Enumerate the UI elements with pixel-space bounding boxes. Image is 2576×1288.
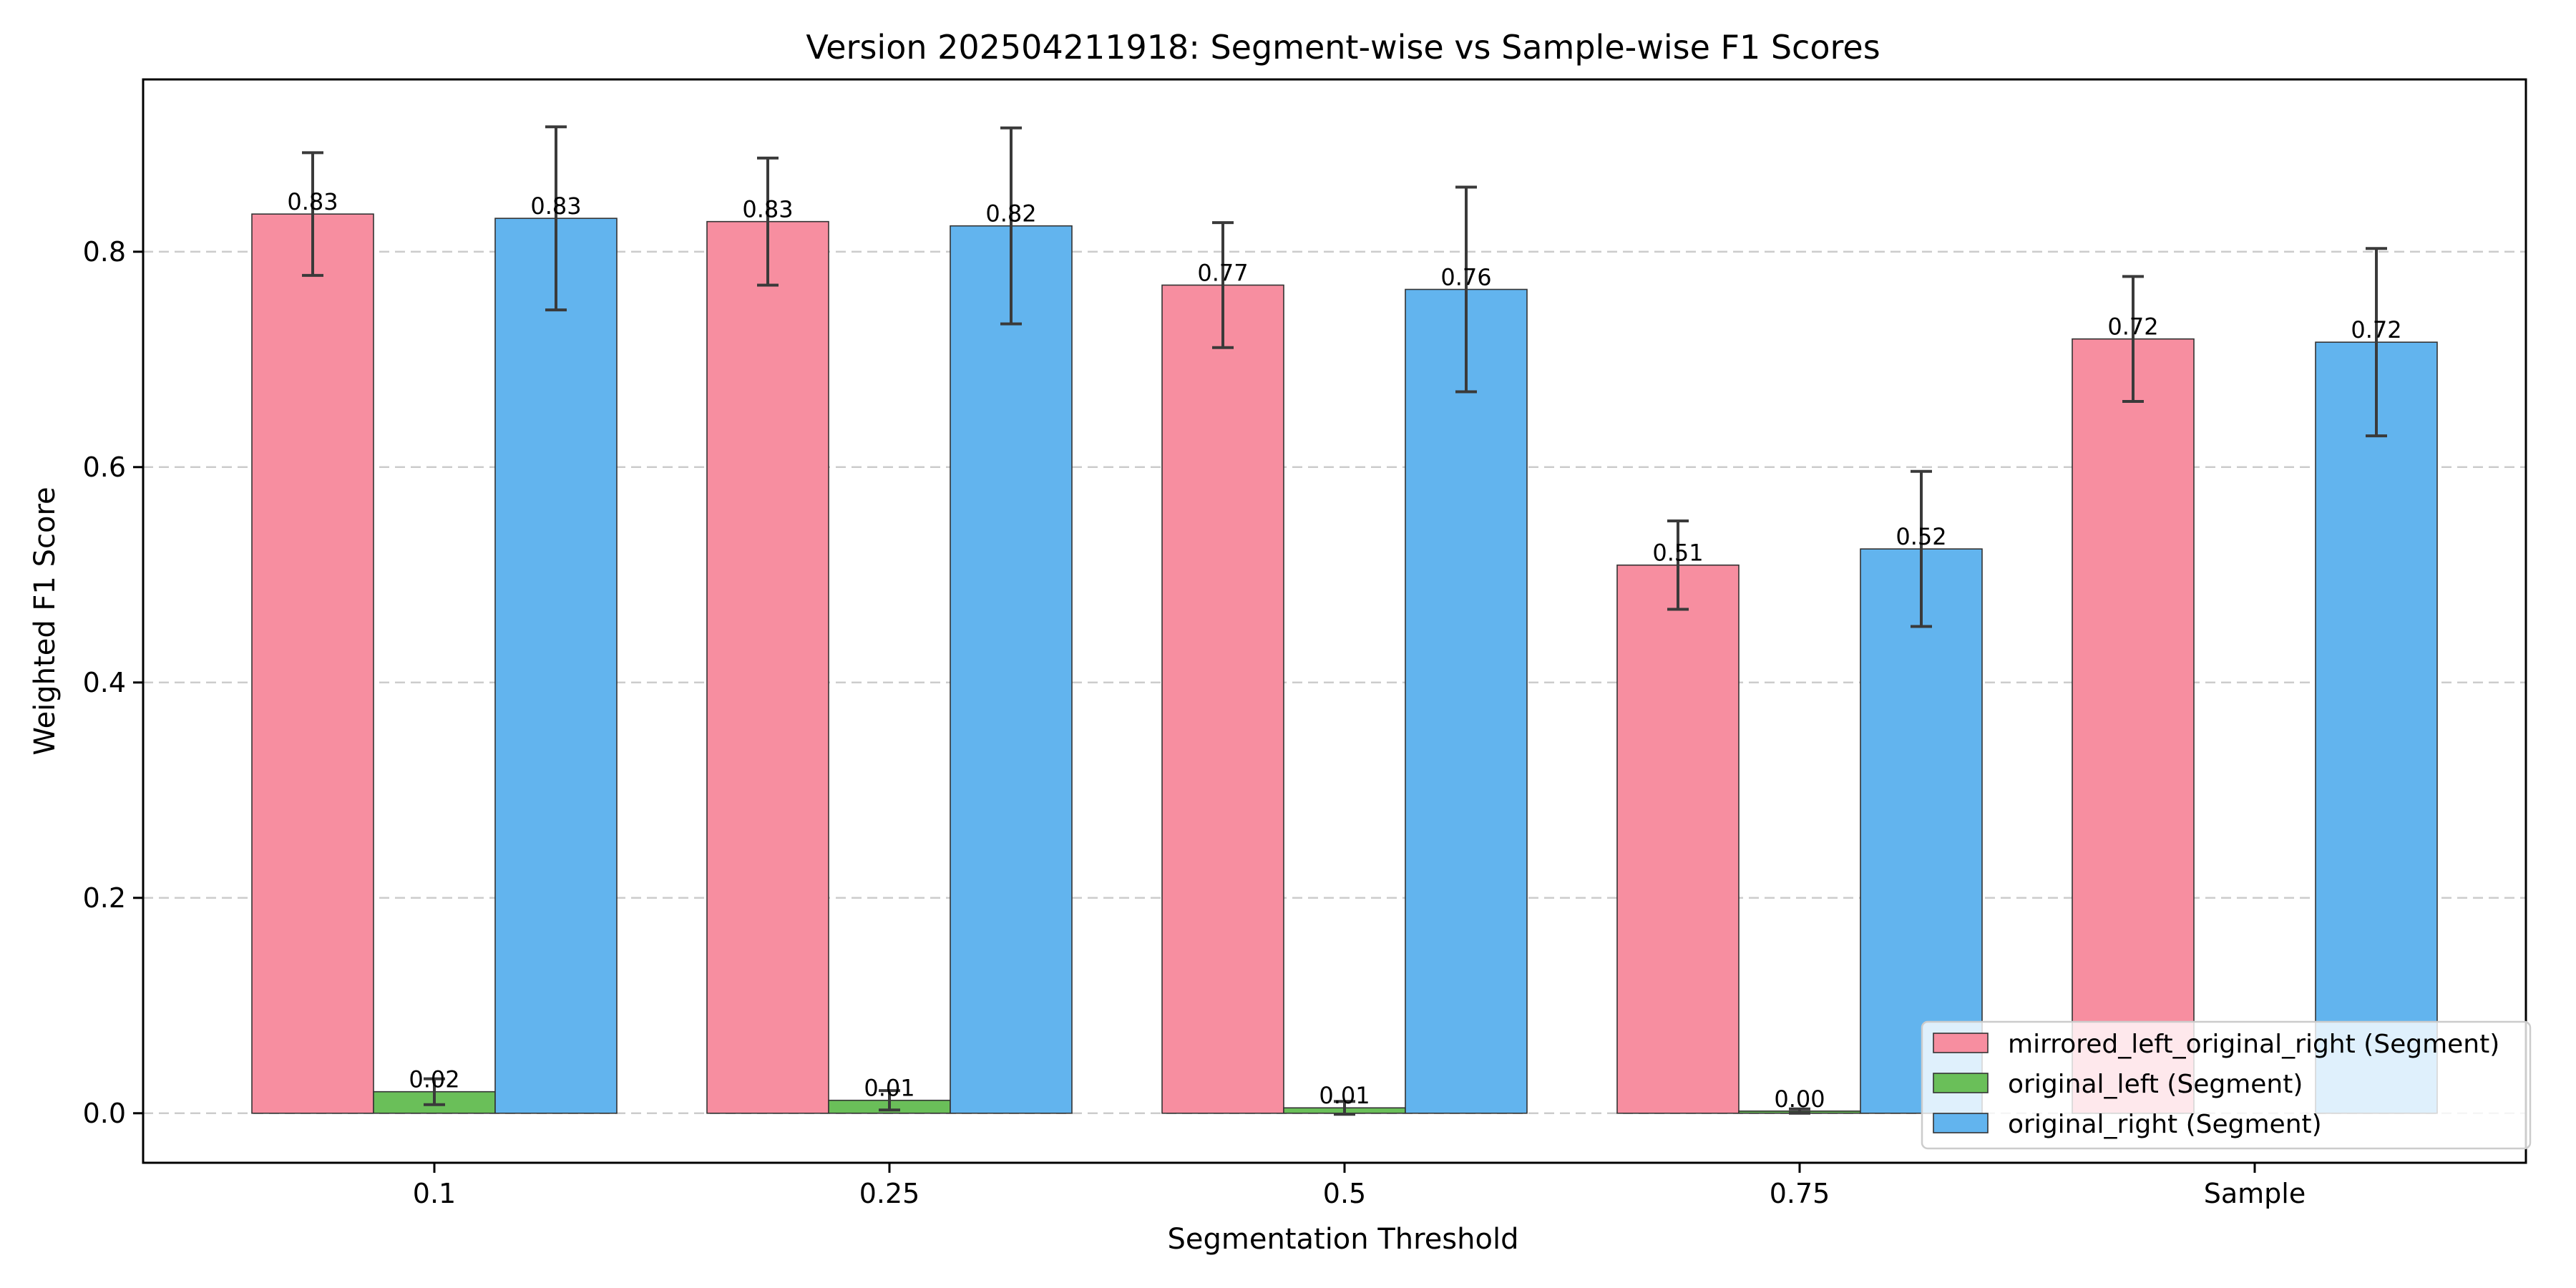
value-label: 0.72 bbox=[2107, 313, 2158, 341]
bar bbox=[1161, 284, 1284, 1114]
bar bbox=[2315, 341, 2438, 1114]
bar bbox=[1405, 288, 1528, 1114]
bar bbox=[706, 220, 829, 1114]
legend-swatch bbox=[1933, 1073, 1989, 1093]
bar bbox=[950, 225, 1073, 1114]
value-label: 0.77 bbox=[1197, 259, 1248, 286]
y-axis-ticks: 0.0 0.2 0.4 0.6 0.8 bbox=[83, 236, 143, 1129]
plot-area-frame bbox=[142, 78, 2527, 1164]
value-label: 0.00 bbox=[1774, 1085, 1825, 1113]
y-axis-title: Weighted F1 Score bbox=[29, 487, 62, 755]
y-tick-label: 0.4 bbox=[83, 667, 126, 698]
value-label: 0.82 bbox=[985, 200, 1036, 228]
value-label: 0.02 bbox=[409, 1066, 459, 1093]
value-label: 0.83 bbox=[287, 188, 338, 215]
value-label: 0.76 bbox=[1440, 263, 1491, 291]
bar bbox=[1860, 548, 1983, 1114]
x-tick-label: Sample bbox=[2204, 1178, 2306, 1209]
value-label: 0.52 bbox=[1896, 523, 1946, 550]
value-label: 0.51 bbox=[1652, 540, 1703, 567]
bar bbox=[494, 218, 618, 1114]
value-labels: 0.83 0.02 0.83 0.83 0.01 0.82 0.77 0.01 0.76 0.51… bbox=[287, 188, 2401, 1113]
bars bbox=[251, 213, 2438, 1114]
bar bbox=[251, 213, 374, 1114]
chart-title: Version 202504211918: Segment-wise vs Sa… bbox=[806, 28, 1880, 67]
legend-label: mirrored_left_original_right (Segment) bbox=[2008, 1030, 2499, 1059]
legend: mirrored_left_original_right (Segment) or… bbox=[1921, 1020, 2532, 1150]
value-label: 0.01 bbox=[1319, 1082, 1370, 1109]
error-bars bbox=[302, 125, 2387, 1116]
value-label: 0.72 bbox=[2351, 316, 2401, 343]
legend-label: original_left (Segment) bbox=[2008, 1070, 2303, 1099]
y-tick-label: 0.8 bbox=[83, 236, 126, 268]
value-label: 0.83 bbox=[530, 192, 581, 220]
y-tick-label: 0.2 bbox=[83, 882, 126, 914]
legend-swatch bbox=[1933, 1033, 1989, 1053]
x-axis-title: Segmentation Threshold bbox=[1168, 1223, 1519, 1256]
x-tick-label: 0.25 bbox=[859, 1178, 920, 1209]
legend-swatch bbox=[1933, 1113, 1989, 1133]
bar bbox=[2072, 338, 2195, 1114]
x-tick-label: 0.5 bbox=[1323, 1178, 1366, 1209]
legend-label: original_right (Segment) bbox=[2008, 1110, 2322, 1139]
value-label: 0.01 bbox=[864, 1075, 914, 1102]
y-tick-label: 0.0 bbox=[83, 1098, 126, 1129]
bar bbox=[1616, 564, 1740, 1114]
legend-box bbox=[1921, 1020, 2532, 1150]
x-tick-label: 0.75 bbox=[1770, 1178, 1830, 1209]
x-tick-label: 0.1 bbox=[413, 1178, 456, 1209]
x-axis-ticks: 0.1 0.25 0.5 0.75 Sample bbox=[413, 1163, 2306, 1209]
value-label: 0.83 bbox=[742, 196, 793, 223]
y-tick-label: 0.6 bbox=[83, 452, 126, 483]
